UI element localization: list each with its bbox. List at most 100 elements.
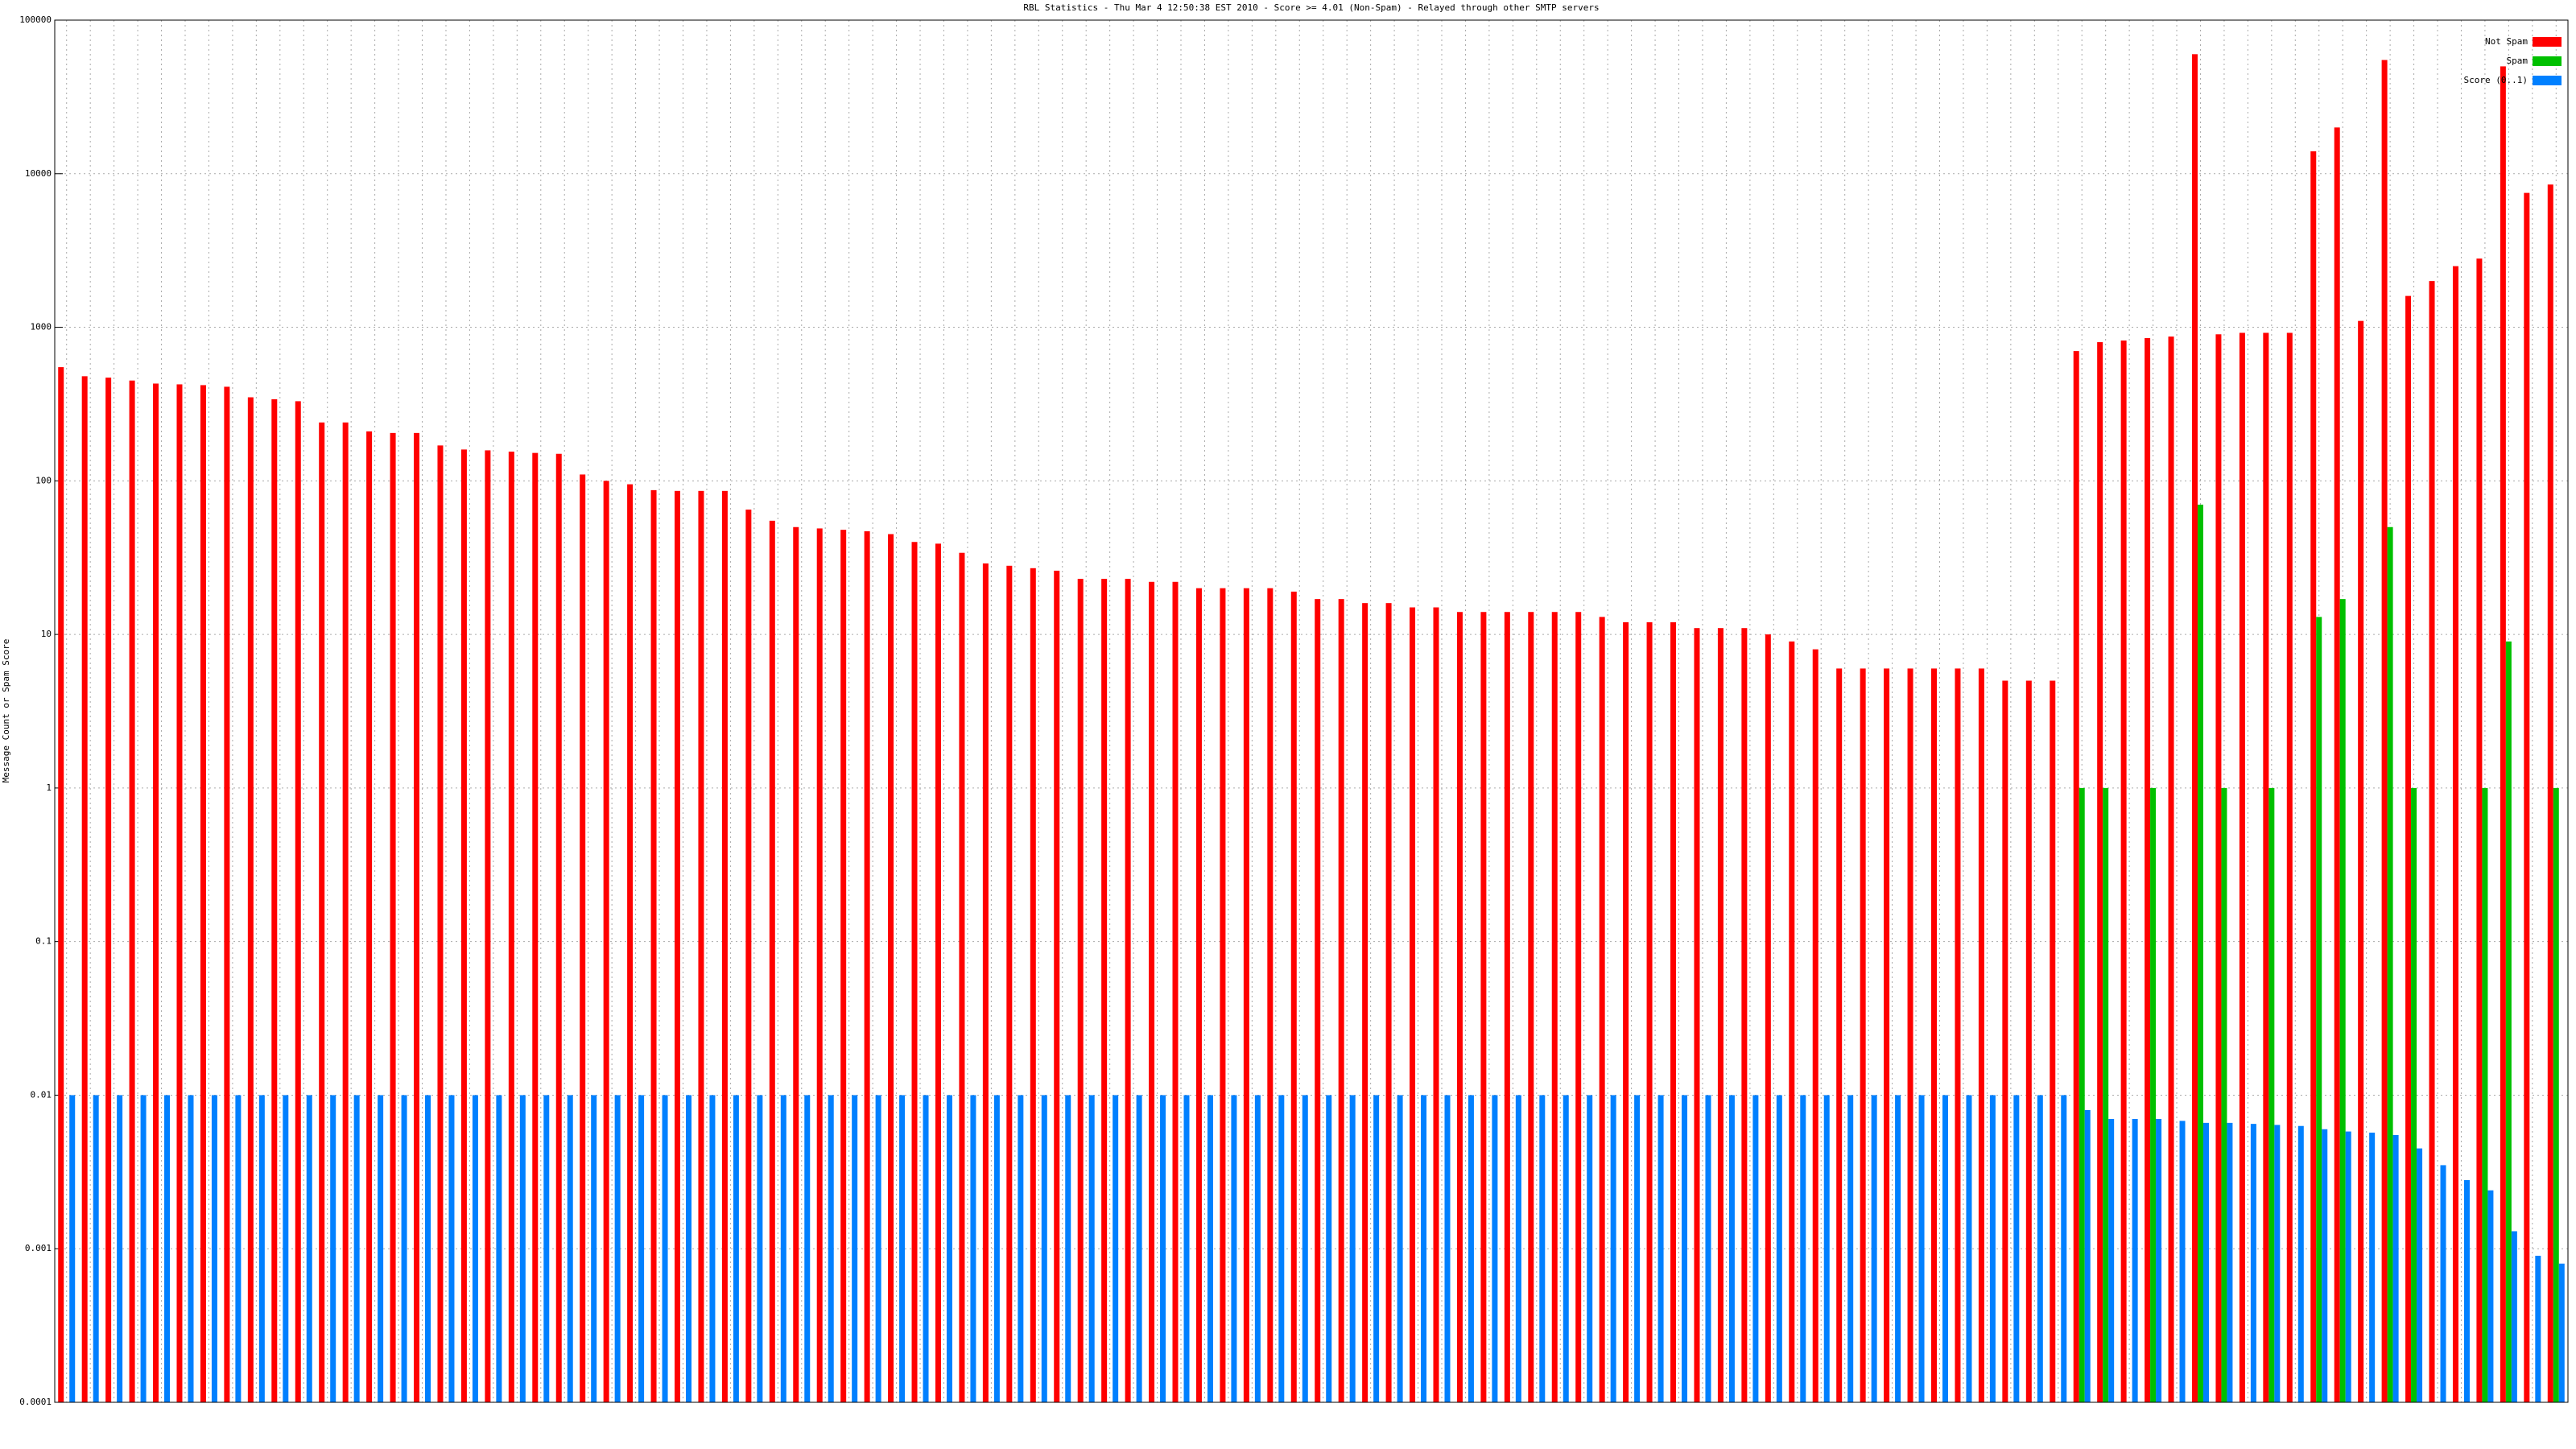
bar: [1195, 588, 1202, 1402]
bar: [425, 1095, 431, 1402]
bar: [946, 1095, 952, 1402]
bar: [1836, 668, 1843, 1402]
bar: [662, 1095, 668, 1402]
bar: [1065, 1095, 1071, 1402]
bar: [1800, 1095, 1806, 1402]
bar: [1657, 1095, 1664, 1402]
bar: [2250, 1124, 2256, 1402]
bar: [1978, 668, 1984, 1402]
bar: [1373, 1095, 1380, 1402]
bar: [1563, 1095, 1569, 1402]
bar: [1077, 579, 1084, 1402]
bar: [1006, 565, 1013, 1403]
y-tick-label: 0.01: [31, 1089, 52, 1100]
bar: [2487, 1190, 2494, 1402]
bar: [2339, 599, 2346, 1402]
bar: [366, 431, 373, 1402]
bar: [2417, 1148, 2423, 1402]
bar: [1752, 1095, 1759, 1402]
bar: [2334, 127, 2340, 1403]
y-axis-label: Message Count or Spam Score: [1, 639, 11, 783]
bar: [1315, 599, 1321, 1402]
bar: [1278, 1095, 1285, 1402]
legend-label: Not Spam: [2485, 36, 2528, 47]
y-tick-label: 1000: [31, 322, 52, 332]
bar: [1362, 603, 1368, 1402]
bar: [1421, 1095, 1427, 1402]
bar: [2050, 680, 2056, 1402]
bar: [2002, 680, 2008, 1402]
legend-label: Spam: [2507, 56, 2529, 66]
bar: [1397, 1095, 1403, 1402]
bar: [2322, 1129, 2328, 1402]
bar: [1456, 612, 1463, 1402]
bar: [1183, 1095, 1190, 1402]
bar: [733, 1095, 739, 1402]
bar: [390, 432, 396, 1402]
bar: [224, 386, 230, 1403]
bar: [2392, 1134, 2399, 1402]
bar: [923, 1095, 929, 1402]
bar: [295, 401, 301, 1403]
bar: [330, 1095, 336, 1402]
bar: [1575, 612, 1582, 1402]
y-tick-label: 100: [35, 475, 52, 485]
bar: [485, 450, 491, 1402]
bar: [1942, 1095, 1948, 1402]
bar: [745, 510, 752, 1402]
bar: [1030, 568, 1036, 1403]
bar: [1931, 668, 1937, 1402]
bar: [58, 367, 64, 1402]
bar: [271, 398, 278, 1402]
bar: [1682, 1095, 1688, 1402]
bar: [2440, 1165, 2446, 1402]
bar: [614, 1095, 621, 1402]
bar: [188, 1095, 194, 1402]
bar: [993, 1095, 1000, 1402]
legend-swatch: [2533, 37, 2562, 47]
bar: [2097, 342, 2103, 1402]
bar: [2500, 66, 2506, 1403]
bar: [2381, 60, 2388, 1402]
bar: [2215, 334, 2222, 1403]
bar: [2084, 1109, 2091, 1402]
bar: [627, 484, 634, 1402]
bar: [200, 385, 206, 1403]
bar: [2103, 787, 2109, 1402]
bar: [2387, 526, 2393, 1402]
bar: [1207, 1095, 1213, 1402]
bar: [1646, 622, 1653, 1402]
bar: [1468, 1095, 1474, 1402]
y-tick-label: 1: [46, 782, 52, 793]
bar: [864, 530, 870, 1402]
bar: [2150, 787, 2157, 1402]
bar: [1860, 668, 1866, 1402]
bar: [603, 481, 609, 1403]
bar: [2297, 1125, 2304, 1402]
bar: [2511, 1231, 2517, 1402]
bar: [69, 1095, 76, 1402]
bar: [555, 453, 562, 1402]
bar: [1812, 649, 1818, 1402]
bar: [1515, 1095, 1521, 1402]
bar: [2197, 504, 2203, 1402]
bar: [2316, 617, 2322, 1402]
bar: [1728, 1095, 1735, 1402]
bar: [2263, 332, 2269, 1403]
bar: [1444, 1095, 1451, 1402]
bar: [211, 1095, 217, 1402]
bar: [2168, 336, 2174, 1402]
bar: [2553, 787, 2559, 1402]
bar: [129, 380, 135, 1403]
bar: [519, 1095, 526, 1402]
bar: [306, 1095, 312, 1402]
bar: [875, 1095, 881, 1402]
bar: [1385, 603, 1392, 1402]
bar: [1599, 617, 1605, 1402]
y-tick-label: 10: [41, 629, 52, 639]
bar: [1433, 607, 1439, 1402]
bar: [1480, 612, 1487, 1402]
bar: [1623, 622, 1629, 1402]
bar: [2239, 332, 2245, 1403]
bar: [816, 528, 823, 1402]
